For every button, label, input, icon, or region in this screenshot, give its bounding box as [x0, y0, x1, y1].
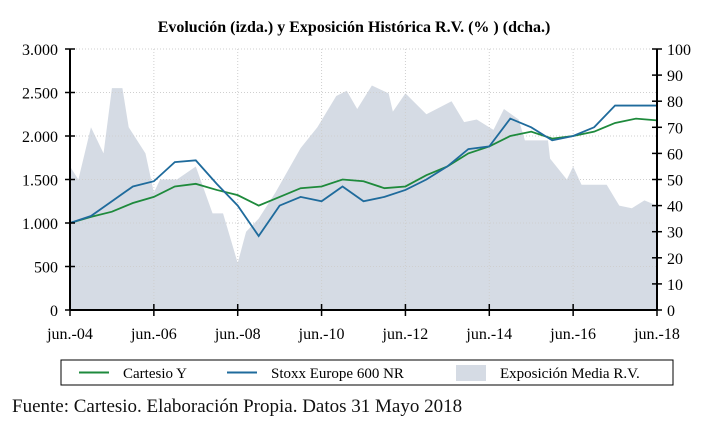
x-tick-label: jun.-14 — [465, 326, 512, 343]
left-tick-label: 2.000 — [22, 129, 58, 146]
x-tick-label: jun.-04 — [46, 326, 93, 343]
x-tick-label: jun.-16 — [549, 326, 596, 343]
left-tick-label: 500 — [34, 260, 58, 277]
left-tick-label: 2.500 — [22, 86, 58, 103]
left-tick-label: 0 — [50, 303, 58, 320]
right-tick-label: 0 — [667, 303, 675, 320]
series-line-cartesio-y — [69, 117, 658, 224]
left-tick-label: 3.000 — [22, 42, 58, 59]
legend-swatch — [456, 365, 486, 381]
right-tick-label: 10 — [667, 277, 683, 294]
legend-label: Exposición Media R.V. — [500, 366, 640, 382]
x-tick-label: jun.-12 — [382, 326, 429, 343]
right-tick-label: 80 — [667, 94, 683, 111]
legend-box — [60, 359, 674, 386]
exposure-area — [70, 85, 657, 310]
chart-title: Evolución (izda.) y Exposición Histórica… — [158, 19, 551, 36]
x-tick-label: jun.-08 — [214, 326, 261, 343]
x-tick-label: jun.-18 — [633, 326, 680, 343]
legend-label: Stoxx Europe 600 NR — [271, 366, 404, 382]
right-tick-label: 40 — [667, 199, 683, 216]
x-tick-label: jun.-06 — [130, 326, 177, 343]
right-tick-label: 60 — [667, 146, 683, 163]
right-tick-label: 20 — [667, 251, 683, 268]
x-tick-label: jun.-10 — [298, 326, 345, 343]
right-tick-label: 50 — [667, 173, 683, 190]
right-tick-label: 70 — [667, 120, 683, 137]
right-tick-label: 30 — [667, 225, 683, 242]
left-tick-label: 1.000 — [22, 216, 58, 233]
source-footnote: Fuente: Cartesio. Elaboración Propia. Da… — [12, 396, 463, 417]
right-tick-label: 100 — [667, 42, 691, 59]
left-tick-label: 1.500 — [22, 173, 58, 190]
series-line-stoxx-europe-600 — [69, 104, 657, 238]
legend-label: Cartesio Y — [123, 366, 187, 382]
right-tick-label: 90 — [667, 68, 683, 85]
